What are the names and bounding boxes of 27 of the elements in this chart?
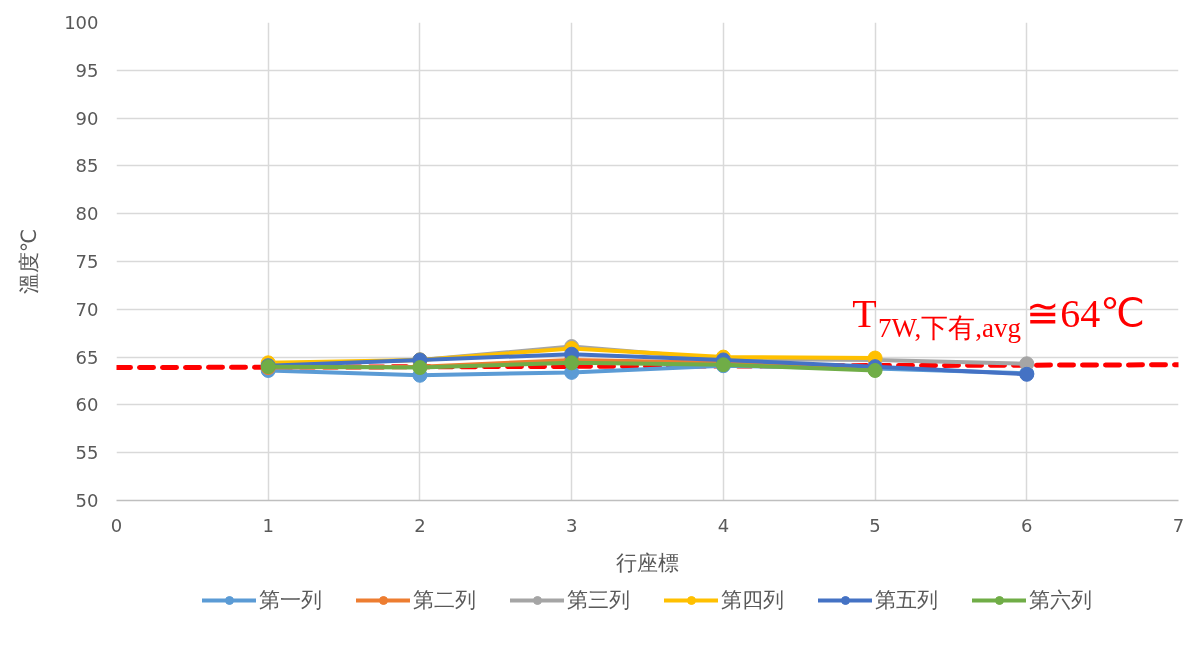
x-tick-label: 6 [1021, 514, 1033, 536]
legend-label: 第一列 [259, 587, 322, 614]
y-tick-label: 55 [75, 442, 99, 464]
y-tick-label: 50 [75, 490, 99, 511]
legend-label: 第四列 [721, 587, 784, 614]
x-tick-label: 1 [262, 514, 274, 536]
y-tick-label: 100 [64, 12, 99, 33]
x-tick-label: 4 [717, 514, 730, 536]
y-tick-label: 65 [75, 346, 99, 368]
y-tick-label: 75 [75, 251, 99, 272]
legend-label: 第六列 [1029, 587, 1092, 614]
x-tick-label: 3 [565, 514, 578, 536]
legend-label: 第三列 [567, 587, 630, 614]
legend-label: 第五列 [875, 587, 938, 614]
x-tick-label: 7 [1172, 514, 1185, 536]
x-tick-label: 5 [869, 514, 881, 536]
y-tick-label: 90 [75, 107, 99, 129]
y-tick-label: 95 [75, 59, 99, 81]
legend-label: 第二列 [413, 587, 476, 614]
y-tick-label: 70 [75, 298, 99, 320]
y-tick-label: 80 [75, 203, 99, 225]
x-tick-label: 0 [110, 514, 123, 536]
x-axis-title: 行座標 [616, 550, 679, 575]
x-tick-label: 2 [414, 514, 426, 536]
y-axis-title: 溫度℃ [17, 228, 42, 295]
y-tick-label: 60 [75, 394, 99, 416]
y-tick-label: 85 [75, 155, 99, 177]
